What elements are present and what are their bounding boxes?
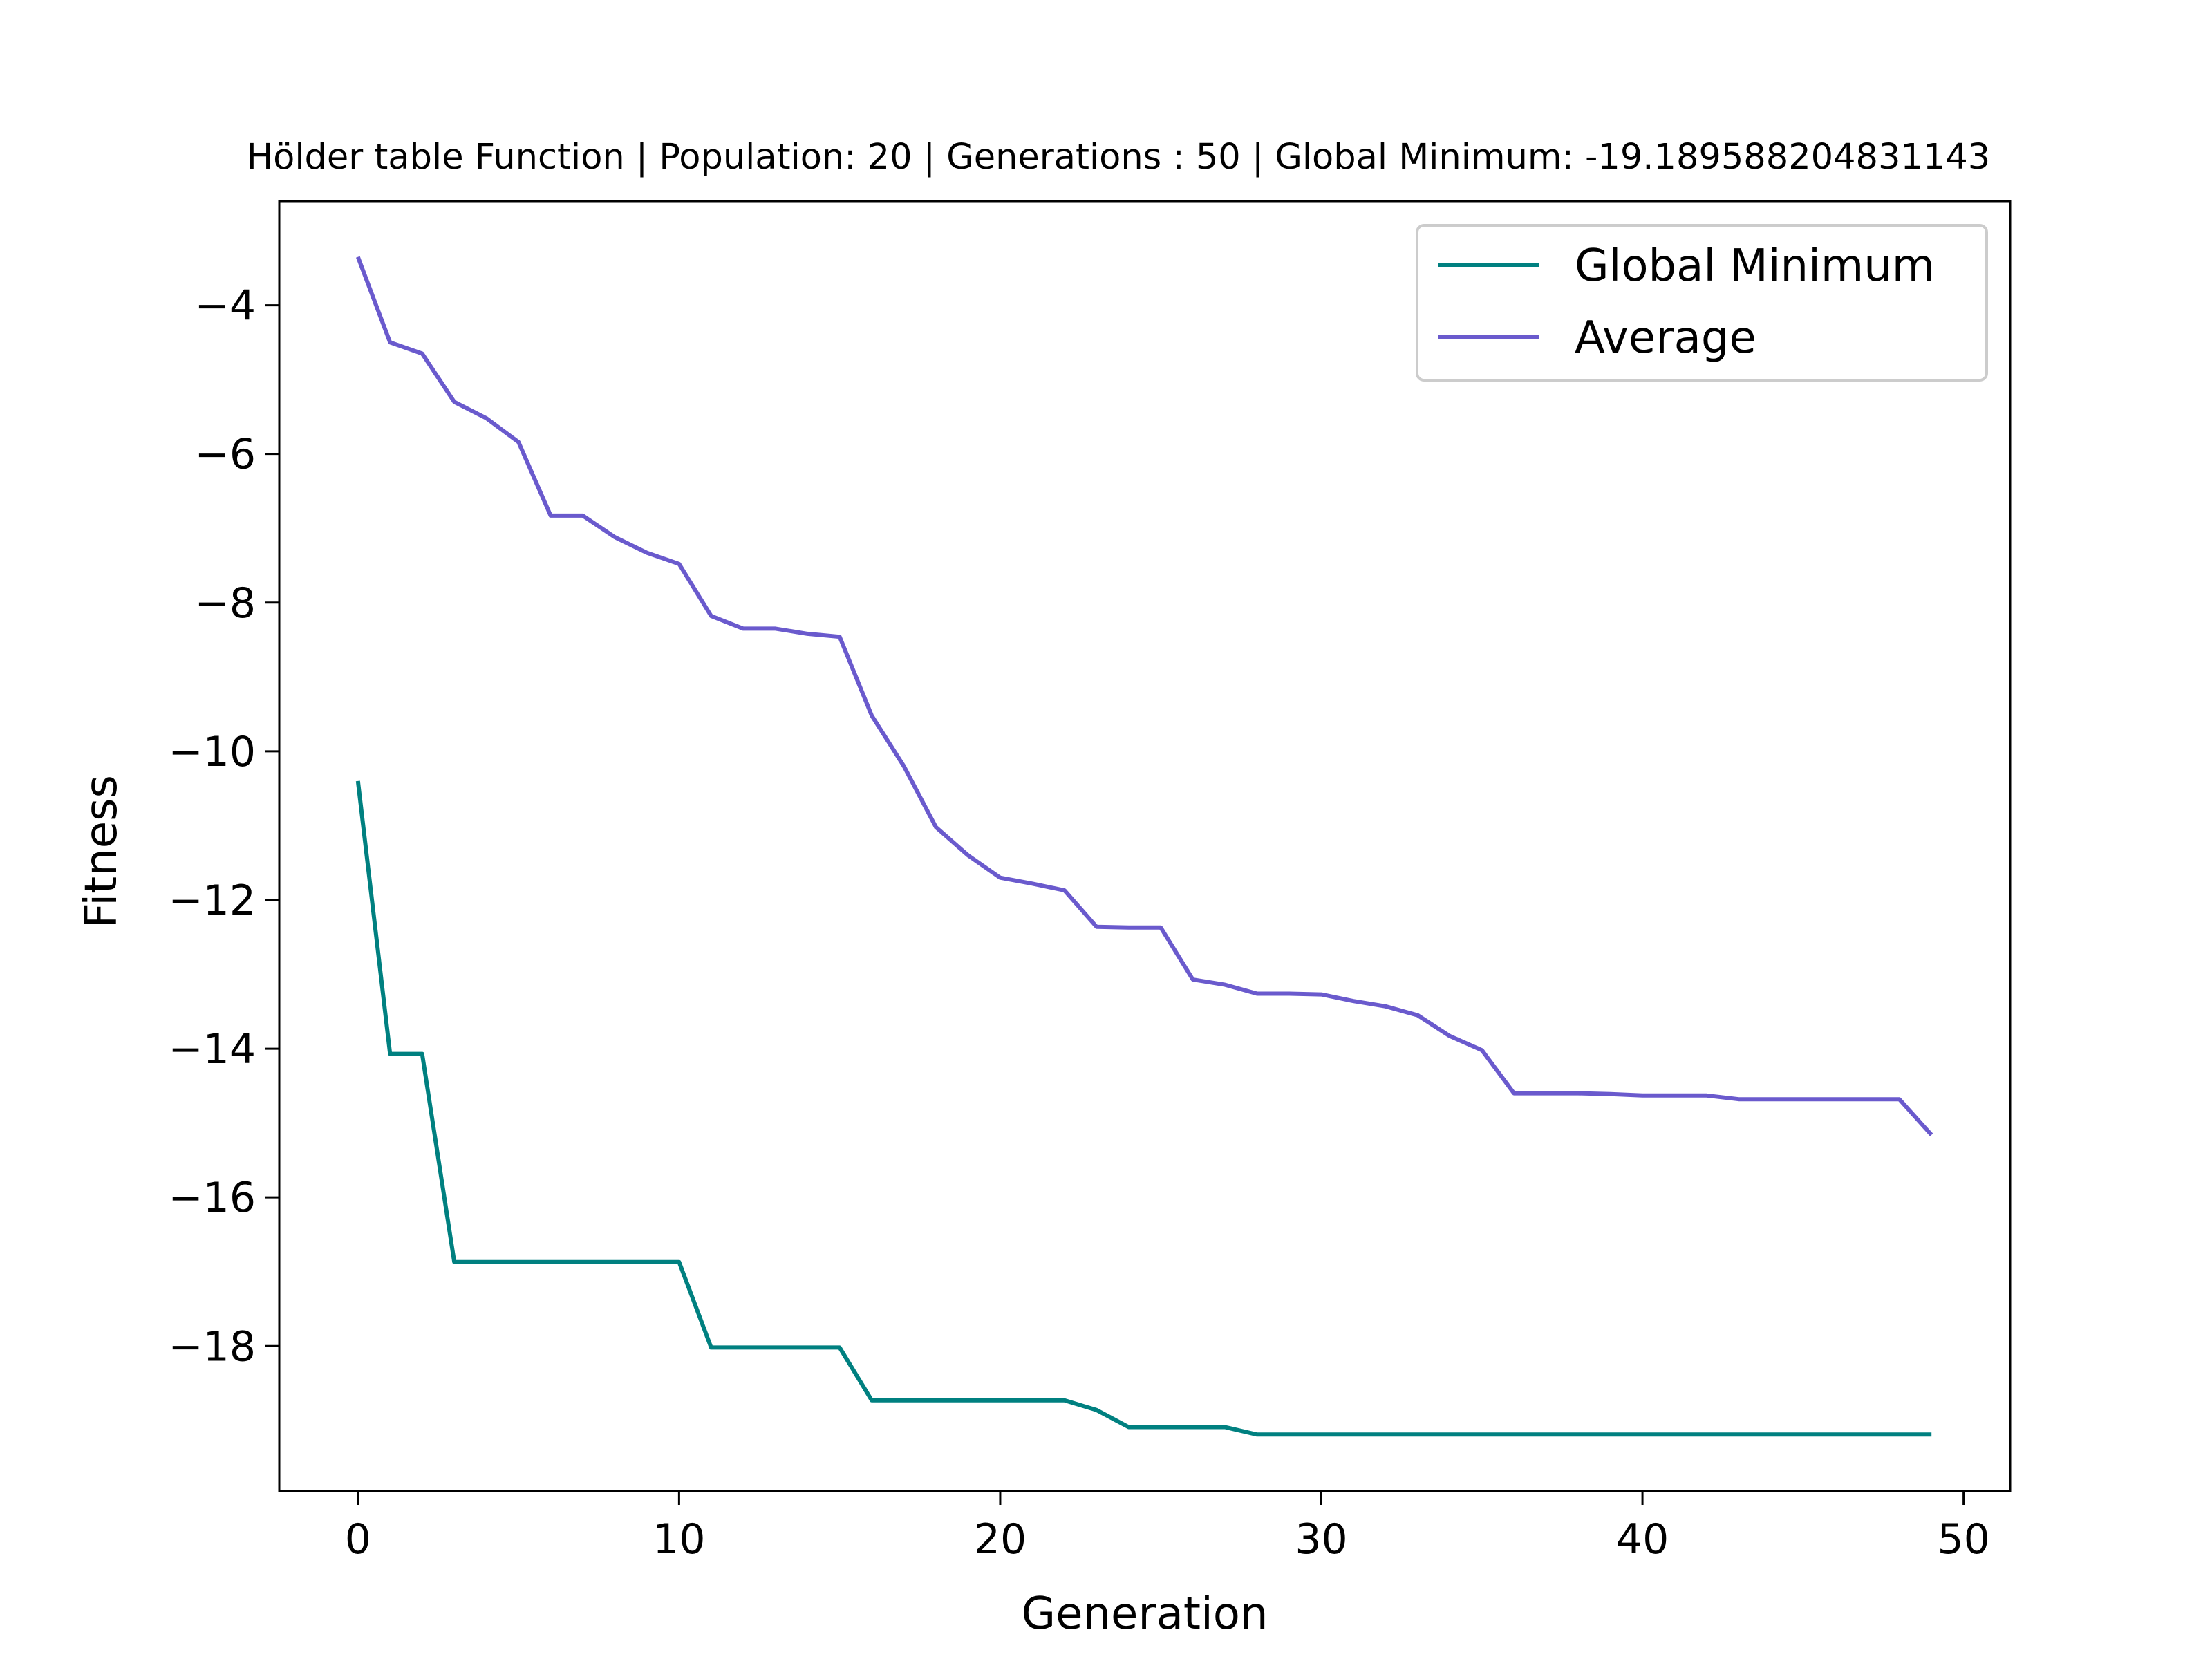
x-axis: 0 10 20 30 40 50 — [345, 1491, 1990, 1564]
y-tick-label: −16 — [168, 1174, 256, 1222]
y-tick-label: −4 — [195, 282, 256, 330]
y-axis-label: Fitness — [76, 775, 127, 928]
y-tick-label: −14 — [168, 1025, 256, 1074]
series-layer — [355, 256, 1933, 1437]
y-tick-label: −6 — [195, 431, 256, 479]
legend-box — [1416, 224, 1988, 382]
x-tick-label: 0 — [345, 1515, 371, 1564]
legend-label: Average — [1575, 312, 1756, 364]
legend: Global Minimum Average — [1416, 224, 1988, 382]
plot-frame — [278, 200, 2012, 1492]
y-tick-label: −8 — [195, 579, 256, 628]
x-tick-label: 50 — [1937, 1515, 1989, 1564]
y-axis: −4 −6 −8 −10 −12 −14 −16 −18 — [168, 282, 279, 1371]
x-tick-label: 10 — [653, 1515, 705, 1564]
x-tick-label: 40 — [1616, 1515, 1669, 1564]
y-tick-label: −18 — [168, 1322, 256, 1371]
y-tick-label: −12 — [168, 877, 256, 925]
x-tick-label: 20 — [974, 1515, 1027, 1564]
x-tick-label: 30 — [1295, 1515, 1347, 1564]
series-line-global-minimum — [355, 780, 1932, 1437]
plot-background — [279, 201, 2010, 1491]
series-line-average — [355, 256, 1933, 1136]
plot-area — [278, 200, 2012, 1492]
x-axis-label: Generation — [1021, 1588, 1268, 1640]
y-tick-label: −10 — [168, 728, 256, 776]
chart-title: Hölder table Function | Population: 20 |… — [247, 137, 1990, 178]
legend-label: Global Minimum — [1575, 241, 1935, 292]
